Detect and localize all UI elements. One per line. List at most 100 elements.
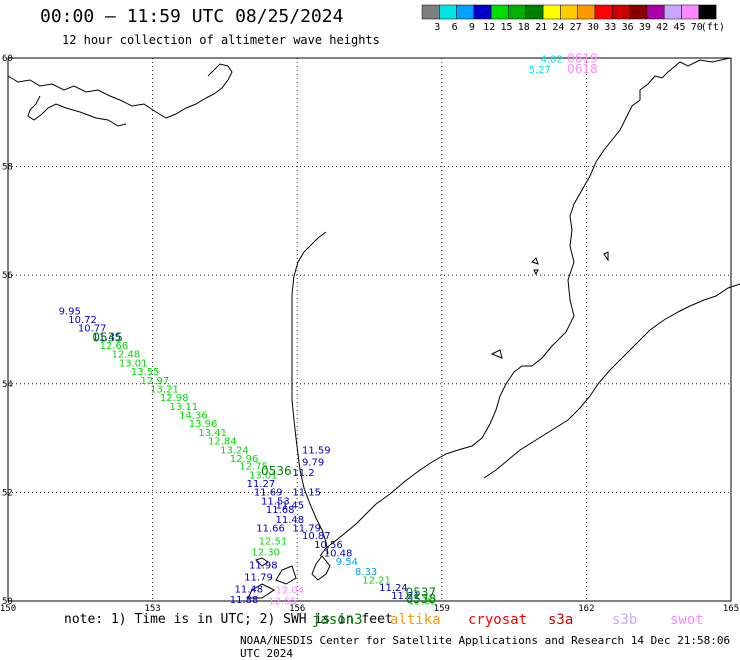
swh-observation: 12.66 — [100, 341, 129, 352]
pass-time-label: 0618 — [567, 62, 598, 76]
legend-label: 21 — [535, 22, 547, 33]
swh-observation: 11.48 — [276, 515, 305, 526]
swh-observation: 12.97 — [141, 376, 170, 387]
swh-observation: 13.96 — [189, 419, 218, 430]
legend-swatch — [612, 4, 630, 20]
legend-swatch — [629, 4, 648, 20]
kuril-island-4 — [255, 557, 269, 567]
legend-swatch — [663, 4, 682, 20]
legend-label: 12 — [483, 22, 495, 33]
legend-swatch — [681, 4, 700, 20]
legend-label: 3 — [434, 22, 440, 33]
legend-swatch — [439, 4, 457, 20]
kamchatka-east-coastline — [483, 283, 740, 479]
swh-observation: 14.36 — [179, 411, 208, 422]
satellite-label: swot — [670, 612, 704, 628]
satellite-label: s3b — [612, 612, 638, 628]
legend-swatch — [594, 4, 613, 20]
lon-tick-label: 162 — [578, 604, 594, 614]
swh-observation: 12.84 — [208, 437, 237, 448]
swh-observation: 10.72 — [68, 315, 97, 326]
swh-observation: 10.87 — [302, 531, 331, 542]
swh-observation: 11.2 — [292, 468, 314, 479]
legend-swatch — [456, 4, 475, 20]
footer-credit: NOAA/NESDIS Center for Satellite Applica… — [240, 634, 731, 660]
lon-tick-label: 156 — [289, 604, 305, 614]
legend-swatch — [560, 4, 578, 20]
pass-time-label: 0535 — [92, 330, 123, 344]
swh-observation: 9.54 — [336, 557, 358, 568]
legend-swatch — [542, 4, 561, 20]
legend-swatch — [577, 4, 596, 20]
kamchatka-coastline — [319, 57, 731, 557]
satellite-label: cryosat — [468, 612, 528, 628]
swh-observation: 11.69 — [254, 488, 283, 499]
swh-observation: 11.59 — [302, 445, 331, 456]
swh-observation: 12.02 — [408, 596, 437, 607]
swh-observation: 10.77 — [78, 324, 107, 335]
satellite-label: jason3 — [312, 612, 363, 628]
swh-observation: 5.27 — [529, 65, 551, 76]
swh-observation: 11.79 — [292, 523, 321, 534]
legend-swatch — [646, 4, 665, 20]
legend-swatch — [525, 4, 544, 20]
pass-time-label: 0619 — [567, 51, 598, 65]
swh-observation: 11.24 — [379, 583, 408, 594]
swh-observation: 12.04 — [276, 585, 305, 596]
legend-swatch — [421, 4, 440, 20]
legend-unit: (ft) — [701, 22, 725, 33]
swh-observation: 12.96 — [230, 454, 259, 465]
chart-title: 00:00 – 11:59 UTC 08/25/2024 — [40, 6, 344, 27]
islet-1 — [531, 257, 539, 265]
coastline — [7, 57, 740, 599]
lat-tick-label: 56 — [2, 271, 13, 281]
legend-label: 42 — [656, 22, 668, 33]
west-kamchatka-coast — [291, 231, 329, 555]
lon-tick-label: 153 — [144, 604, 160, 614]
legend-label: 30 — [587, 22, 599, 33]
swh-observation: 12.51 — [259, 537, 288, 548]
legend-swatch — [473, 4, 492, 20]
swh-observation: 13.11 — [169, 402, 198, 413]
lon-tick-label: 150 — [0, 604, 16, 614]
swh-observation: 11.88 — [230, 595, 259, 606]
swh-observation: 13.01 — [249, 470, 278, 481]
swh-observation: 8.33 — [355, 567, 377, 578]
lon-tick-label: 159 — [434, 604, 450, 614]
legend-label: 24 — [552, 22, 564, 33]
legend-label: 45 — [673, 22, 685, 33]
swh-observation: 11.48 — [235, 584, 264, 595]
swh-observation: 11.68 — [266, 505, 295, 516]
legend-label: 27 — [570, 22, 582, 33]
color-legend: 3 6 9 12 15 18 21 24 27 30 33 36 39 42 45 70(ft) — [421, 4, 725, 33]
legend-label: 18 — [518, 22, 530, 33]
swh-observation: 11.53 — [261, 496, 290, 507]
legend-label: 9 — [469, 22, 475, 33]
legend-label: 15 — [500, 22, 512, 33]
pass-time-label: 0538 — [406, 592, 437, 606]
lat-lon-grid: 150 153 156 159 162 165 60 58 56 54 52 50 — [0, 54, 739, 614]
wave-height-observations: 9.9510.7210.7711.4512.6612.4813.0113.551… — [59, 54, 563, 607]
legend-label: 39 — [639, 22, 651, 33]
swh-observation: 11.45 — [276, 501, 305, 512]
lat-tick-label: 54 — [2, 380, 13, 390]
islet-4 — [490, 349, 503, 359]
swh-observation: 12.48 — [112, 350, 141, 361]
legend-label: 70 — [691, 22, 703, 33]
satellite-label: s3a — [548, 612, 574, 628]
pass-time-label: 0536 — [261, 464, 292, 478]
swh-observation: 4.82 — [541, 54, 563, 65]
swh-observation: 9.95 — [59, 306, 81, 317]
swh-observation: 11.21 — [391, 591, 420, 602]
swh-observation: 12.30 — [251, 547, 280, 558]
swh-observation: 11.27 — [247, 479, 276, 490]
swh-observation: 13.21 — [150, 384, 179, 395]
lat-tick-label: 52 — [2, 488, 13, 498]
swh-observation: 11.45 — [92, 332, 121, 343]
lon-tick-label: 165 — [723, 604, 739, 614]
footer-note: note: 1) Time is in UTC; 2) SWH is in fe… — [64, 612, 393, 627]
swh-observation: 13.41 — [198, 428, 227, 439]
legend-swatch — [508, 4, 527, 20]
